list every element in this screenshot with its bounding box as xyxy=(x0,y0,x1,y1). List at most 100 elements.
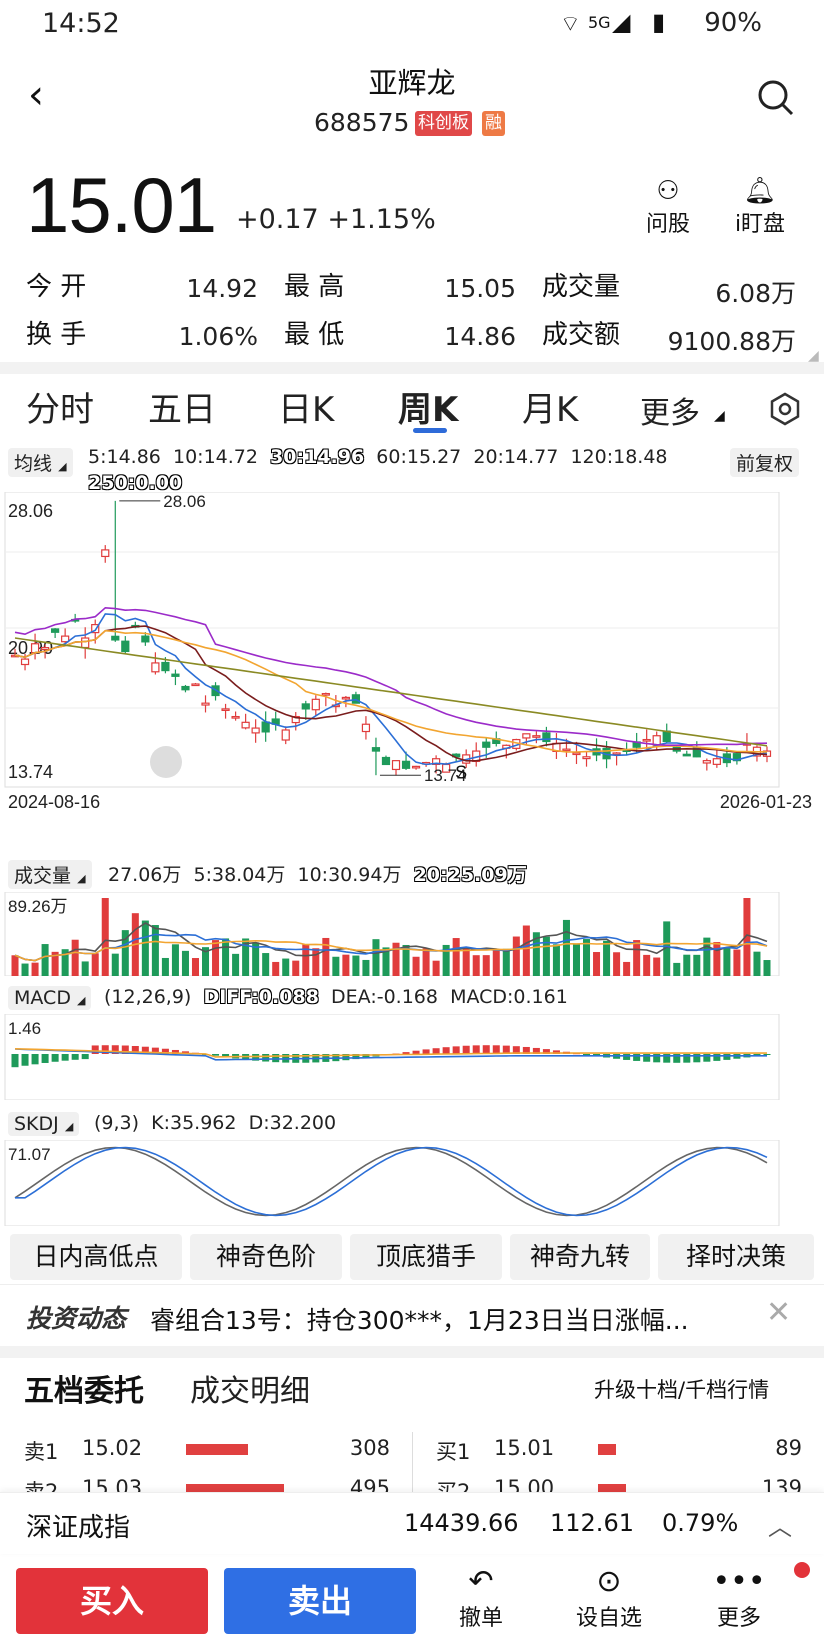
open-label: 今 开 xyxy=(26,272,87,302)
tab-trade-detail[interactable]: 成交明细 xyxy=(190,1374,310,1409)
tab-five-day[interactable]: 五日 xyxy=(148,390,216,430)
add-watchlist-button[interactable]: ⊙ 设自选 xyxy=(564,1564,654,1632)
volume-bar xyxy=(332,956,340,976)
candle-body xyxy=(662,730,671,743)
draw-tool-icon xyxy=(150,746,182,778)
expand-corner-icon[interactable]: ◢ xyxy=(808,348,819,364)
news-ticker[interactable]: 投资动态 睿组合13号：持仓300***，1月23日当日涨幅... ✕ xyxy=(0,1284,824,1346)
macd-bar xyxy=(723,1054,731,1060)
volume-bar xyxy=(41,944,49,976)
low-value-label: 13.74 xyxy=(424,766,467,785)
ma-label: 均线 xyxy=(14,453,53,475)
macd-bar xyxy=(121,1045,129,1054)
kline-chart[interactable]: 28.06 20.90 13.74 2024-08-16 2026-01-23 28.06… xyxy=(0,492,824,829)
stock-code: 688575 xyxy=(314,108,410,137)
feature-timing[interactable]: 择时决策 xyxy=(658,1234,814,1280)
search-icon[interactable] xyxy=(756,78,796,118)
macd-value: MACD:0.161 xyxy=(450,986,568,1008)
tab-weekly[interactable]: 周K xyxy=(398,390,459,430)
tab-daily[interactable]: 日K xyxy=(278,390,335,430)
battery-level: 90% xyxy=(704,8,762,38)
candle-body xyxy=(20,658,30,666)
volume-bar xyxy=(492,949,500,976)
volume-bar xyxy=(61,949,69,976)
watch-button[interactable]: 🔔︎ i盯盘 xyxy=(720,176,800,238)
turnover-label: 换 手 xyxy=(26,320,87,350)
candle-body xyxy=(191,683,200,687)
upgrade-link[interactable]: 升级十档/千档行情 xyxy=(594,1378,770,1402)
divider xyxy=(0,1346,824,1358)
tab-monthly[interactable]: 月K xyxy=(522,390,579,430)
amount-value: 9100.88万 xyxy=(667,327,796,356)
skdj-selector[interactable]: SKDJ ◢ xyxy=(8,1112,80,1136)
settings-icon[interactable] xyxy=(768,392,802,426)
close-icon[interactable]: ✕ xyxy=(766,1295,792,1330)
macd-bar xyxy=(472,1045,480,1054)
candle-body xyxy=(281,729,290,741)
ma20-line xyxy=(14,629,768,753)
volume-chart[interactable]: 89.26万 xyxy=(0,892,824,976)
macd-bar xyxy=(41,1054,49,1063)
feature-intraday-highlow[interactable]: 日内高低点 xyxy=(10,1234,182,1280)
volume-bar xyxy=(11,955,19,976)
volume-bar xyxy=(212,940,220,976)
volume-legend: 27.06万 5:38.04万 10:30.94万 20:25.09万 xyxy=(108,860,527,887)
macd-selector[interactable]: MACD ◢ xyxy=(8,986,92,1010)
candle-body xyxy=(121,640,130,653)
macd-bar xyxy=(252,1054,260,1061)
ma-selector[interactable]: 均线 ◢ xyxy=(8,448,73,477)
macd-bar xyxy=(462,1045,470,1054)
feature-nine-turn[interactable]: 神奇九转 xyxy=(510,1234,650,1280)
back-icon[interactable]: ‹ xyxy=(28,72,44,118)
candle-body xyxy=(221,708,230,712)
cancel-order-button[interactable]: ↶ 撤单 xyxy=(436,1564,526,1632)
macd-chart[interactable]: 1.46 xyxy=(0,1014,824,1100)
price-change: +0.17 +1.15% xyxy=(236,204,436,235)
signal-marker: S xyxy=(455,763,467,783)
volume-bar xyxy=(372,939,380,976)
volume-bar xyxy=(442,944,450,976)
news-text: 睿组合13号：持仓300***，1月23日当日涨幅... xyxy=(150,1306,689,1335)
tab-intraday[interactable]: 分时 xyxy=(26,390,94,430)
buy-button[interactable]: 买入 xyxy=(16,1568,208,1634)
volume-bar xyxy=(232,953,240,976)
volume-label: 成交量 xyxy=(542,272,621,302)
tab-order-book[interactable]: 五档委托 xyxy=(24,1374,144,1409)
volume-bar xyxy=(31,962,39,976)
ma60-line xyxy=(14,606,768,746)
candle-body xyxy=(532,735,541,738)
index-bar[interactable]: 深证成指 14439.66 112.61 0.79% ︿ xyxy=(0,1492,824,1554)
vol-ma20: 20:25.09万 xyxy=(413,864,527,886)
ask-button[interactable]: ⚇ 问股 xyxy=(628,176,708,238)
macd-bar xyxy=(81,1054,89,1060)
d-line xyxy=(15,1146,768,1217)
candle-body xyxy=(411,765,421,769)
volume-bar xyxy=(352,955,360,976)
candle-body xyxy=(612,752,621,756)
volume-bar xyxy=(743,898,751,976)
feature-color-scale[interactable]: 神奇色阶 xyxy=(190,1234,342,1280)
chevron-up-icon[interactable]: ︿ xyxy=(768,1513,792,1541)
more-button[interactable]: ••• 更多 xyxy=(694,1564,784,1632)
network-label: 5G xyxy=(588,13,611,32)
y-tick-mid: 20.90 xyxy=(8,638,53,658)
skdj-k: K:35.962 xyxy=(151,1112,237,1134)
volume-selector[interactable]: 成交量 ◢ xyxy=(8,860,92,889)
last-price: 15.01 xyxy=(26,161,217,249)
feature-top-bottom[interactable]: 顶底猎手 xyxy=(350,1234,502,1280)
macd-bar xyxy=(663,1054,671,1063)
macd-bar xyxy=(151,1047,159,1054)
candle-body xyxy=(141,635,150,643)
battery-icon: ▮ xyxy=(652,8,666,36)
macd-bar xyxy=(111,1045,119,1054)
ma60-value: 60:15.27 xyxy=(376,446,462,468)
buy1-bar xyxy=(598,1444,616,1455)
buy2-bar xyxy=(598,1484,626,1492)
macd-bar xyxy=(101,1045,109,1054)
sell-button[interactable]: 卖出 xyxy=(224,1568,416,1634)
ma10-value: 10:14.72 xyxy=(172,446,258,468)
adjust-selector[interactable]: 前复权 xyxy=(730,448,800,477)
tab-more[interactable]: 更多 xyxy=(640,396,700,431)
candle-body xyxy=(51,628,60,633)
skdj-chart[interactable]: 71.07 xyxy=(0,1140,824,1226)
